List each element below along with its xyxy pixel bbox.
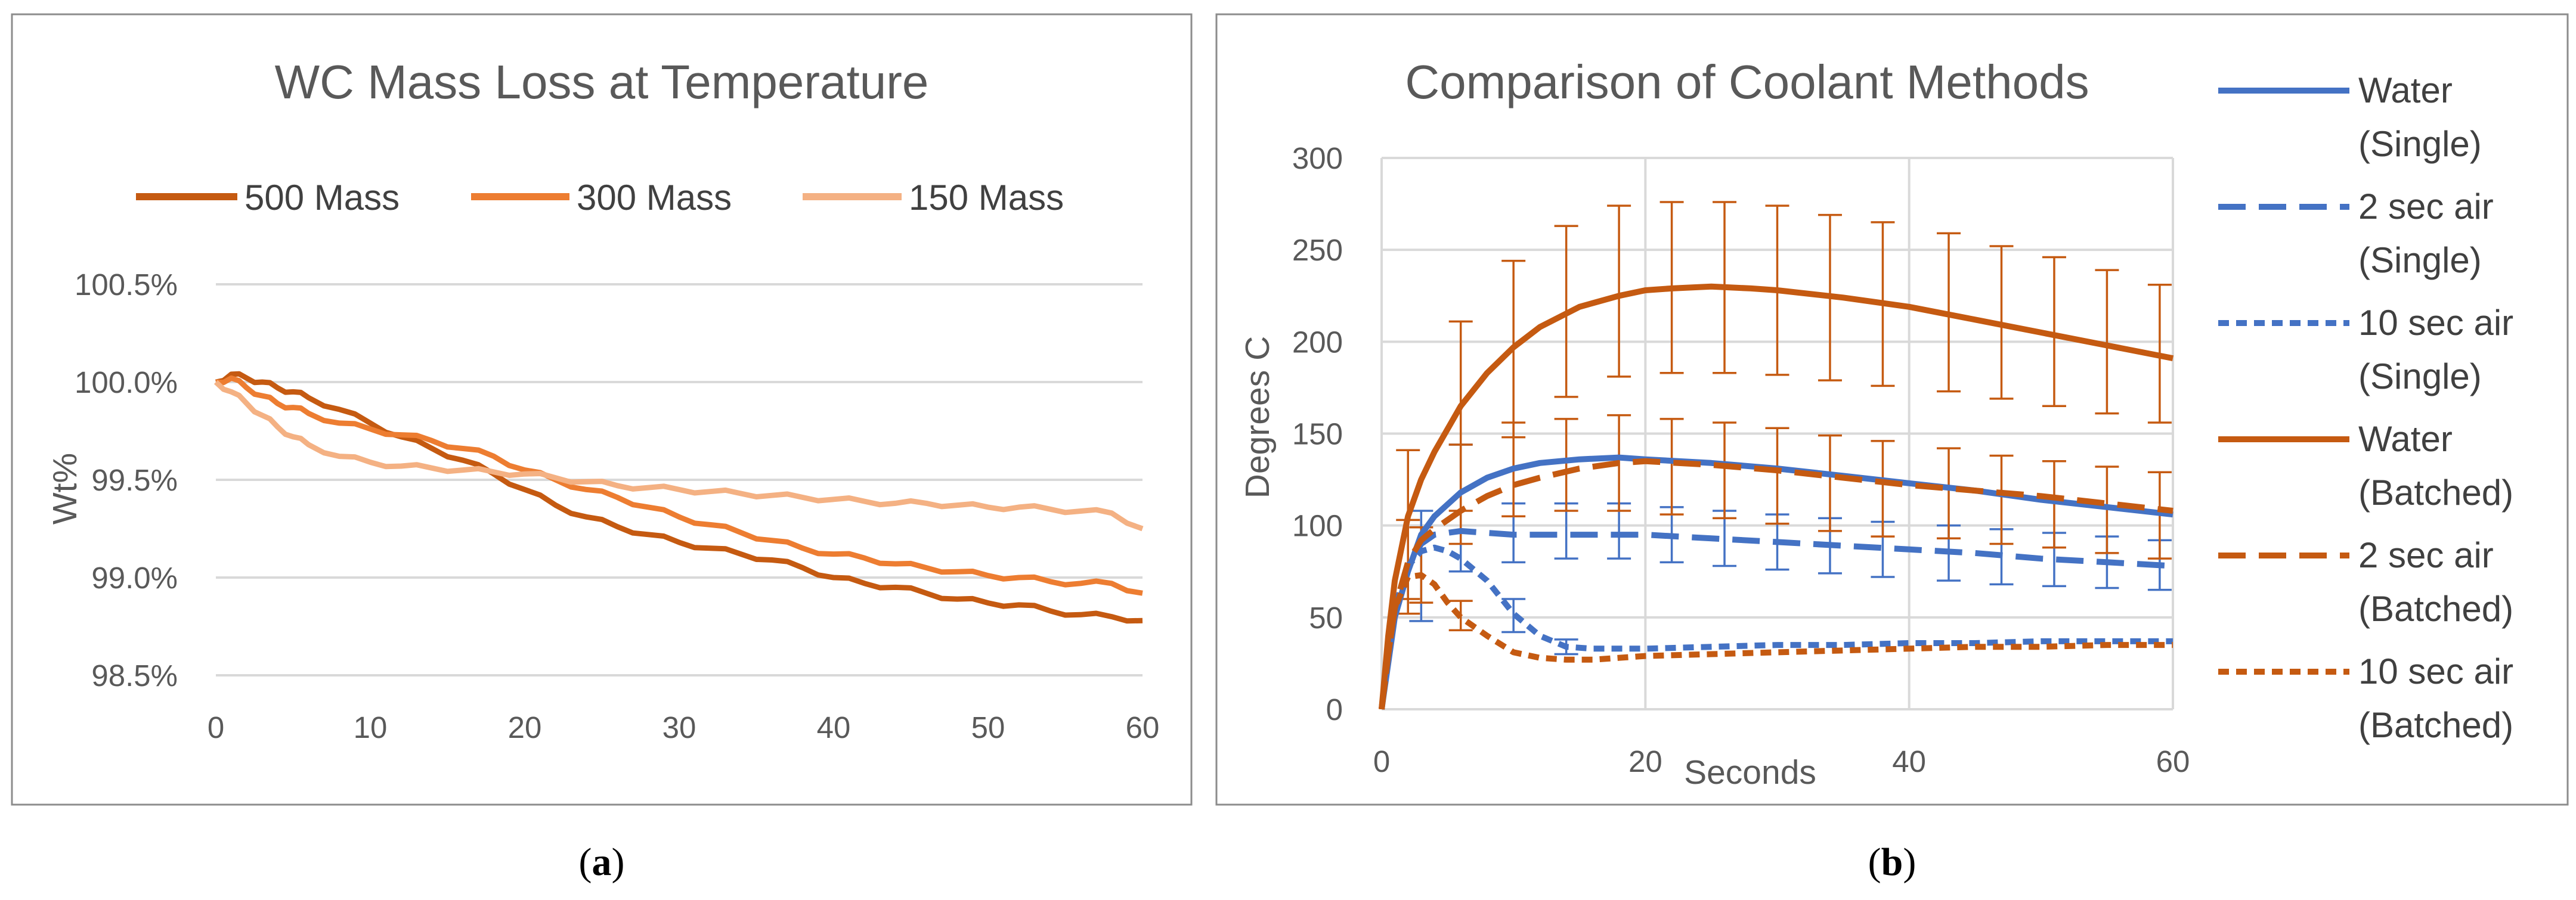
panel-b: Comparison of Coolant Methods 0 50 100 150 2…	[1215, 13, 2569, 806]
b-y-tick-label-250: 250	[1292, 233, 1343, 267]
legend-entry-2-sec-air-batched: 2 sec air (Batched)	[2218, 535, 2513, 629]
legend-label-line-1: 2 sec air	[2358, 187, 2494, 226]
panel-a-y-ticks: 98.5% 99.0% 99.5% 100.0% 100.5%	[75, 268, 178, 693]
legend-label-line-1: 10 sec air	[2358, 651, 2513, 691]
b-y-tick-label-50: 50	[1309, 601, 1343, 635]
y-tick-label-100-0: 100.0%	[75, 365, 178, 399]
orange-error-bar	[1607, 204, 1631, 378]
b-x-tick-label-20: 20	[1628, 744, 1662, 778]
legend-label-line-2: (Single)	[2358, 356, 2482, 396]
caption-b: (b)	[1868, 840, 1916, 884]
b-y-tick-label-0: 0	[1326, 693, 1343, 727]
panel-a-series	[213, 371, 1144, 624]
x-tick-label-60: 60	[1126, 710, 1160, 744]
legend-entry-2-sec-air-single: 2 sec air (Single)	[2218, 187, 2494, 280]
legend-entry-10-sec-air-batched: 10 sec air (Batched)	[2218, 651, 2513, 745]
y-tick-label-99-0: 99.0%	[91, 561, 178, 595]
panel-b-frame	[1215, 13, 2569, 806]
panel-a-title: WC Mass Loss at Temperature	[275, 55, 929, 108]
series-line-150-mass	[213, 380, 1144, 532]
b-y-tick-label-150: 150	[1292, 417, 1343, 451]
panel-a-frame	[11, 13, 1193, 806]
legend-label-150-mass: 150 Mass	[909, 178, 1064, 218]
legend-entry-water-batched: Water (Batched)	[2218, 419, 2513, 513]
panel-a-y-axis-label: Wt%	[46, 453, 84, 525]
panel-a-x-ticks: 0 10 20 30 40 50 60	[208, 710, 1160, 744]
y-tick-label-99-5: 99.5%	[91, 463, 178, 497]
b-y-tick-label-100: 100	[1292, 509, 1343, 543]
panel-b-legend: Water(Single)2 sec air(Single)10 sec air…	[2218, 70, 2513, 745]
series-line-300-mass	[215, 375, 1143, 596]
series-line-2-sec-air-batched	[1379, 458, 2174, 710]
legend-entry-water-single: Water (Single)	[2218, 70, 2482, 164]
y-tick-label-98-5: 98.5%	[91, 659, 178, 693]
b-x-tick-label-60: 60	[2156, 744, 2190, 778]
legend-label-500-mass: 500 Mass	[244, 178, 400, 218]
orange-error-bar	[1765, 427, 1789, 525]
legend-label-line-2: (Batched)	[2358, 473, 2513, 513]
orange-error-bar	[1659, 418, 1684, 516]
b-y-tick-label-300: 300	[1292, 141, 1343, 175]
panel-b-y-axis-label: Degrees C	[1239, 336, 1277, 498]
b-x-tick-label-0: 0	[1373, 744, 1390, 778]
panel-b-x-axis-label: Seconds	[1684, 753, 1816, 792]
panel-b-y-ticks: 0 50 100 150 200 250 300	[1292, 141, 1343, 727]
legend-label-line-2: (Single)	[2358, 124, 2482, 164]
x-tick-label-10: 10	[354, 710, 388, 744]
orange-error-bar	[1989, 454, 2014, 545]
orange-error-bar	[2095, 269, 2119, 415]
panel-b-x-ticks: 0 20 40 60	[1373, 744, 2190, 778]
panel-b-title: Comparison of Coolant Methods	[1405, 55, 2089, 108]
orange-error-bar	[1554, 418, 1578, 512]
x-tick-label-0: 0	[208, 710, 224, 744]
legend-label-line-2: (Batched)	[2358, 589, 2513, 629]
orange-error-bar	[2042, 460, 2066, 549]
panel-b-series	[1379, 283, 2174, 710]
orange-error-bar	[1871, 440, 1895, 538]
series-line-10-sec-air-single	[1379, 544, 2173, 710]
legend-label-line-2: (Single)	[2358, 240, 2482, 280]
panel-a-gridlines	[216, 283, 1143, 676]
legend-label-line-1: 10 sec air	[2358, 303, 2513, 343]
y-tick-label-100-5: 100.5%	[75, 268, 178, 302]
panel-a: WC Mass Loss at Temperature 500 Mass 300…	[11, 13, 1193, 806]
series-line-10-sec-air-batched	[1379, 572, 2173, 710]
caption-b-letter: b	[1881, 840, 1903, 884]
orange-error-bar	[2042, 256, 2066, 407]
x-tick-label-50: 50	[971, 710, 1005, 744]
b-y-tick-label-200: 200	[1292, 325, 1343, 359]
caption-a: (a)	[579, 840, 625, 884]
orange-error-bar	[1713, 421, 1737, 520]
b-x-tick-label-40: 40	[1892, 744, 1926, 778]
caption-a-letter: a	[592, 840, 612, 884]
x-tick-label-30: 30	[662, 710, 696, 744]
legend-label-line-2: (Batched)	[2358, 705, 2513, 745]
series-line-water-single	[1379, 454, 2174, 710]
legend-label-line-1: Water	[2358, 419, 2453, 459]
orange-error-bar	[1818, 434, 1842, 532]
legend-label-line-1: Water	[2358, 70, 2453, 110]
x-tick-label-40: 40	[817, 710, 851, 744]
series-line-500-mass	[215, 371, 1143, 624]
x-tick-label-20: 20	[508, 710, 542, 744]
legend-label-300-mass: 300 Mass	[577, 178, 732, 218]
legend-entry-10-sec-air-single: 10 sec air (Single)	[2218, 303, 2513, 396]
orange-error-bar	[1937, 447, 1961, 539]
panel-a-legend: 500 Mass 300 Mass 150 Mass	[136, 178, 1064, 218]
legend-label-line-1: 2 sec air	[2358, 535, 2494, 575]
series-line-water-batched	[1379, 283, 2174, 710]
